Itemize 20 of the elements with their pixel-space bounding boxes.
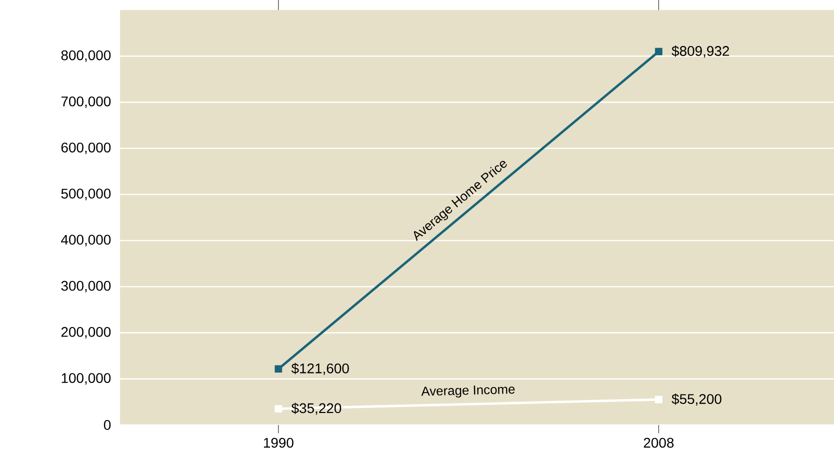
y-tick-label: 200,000 <box>61 327 111 339</box>
data-label: $809,932 <box>672 45 729 58</box>
point <box>274 405 282 412</box>
x-tick-label: 2008 <box>644 438 674 448</box>
y-tick-label: 100,000 <box>62 373 111 385</box>
point <box>654 48 662 56</box>
y-tick-label: 500,000 <box>61 188 111 200</box>
y-tick-label: 600,000 <box>61 142 111 154</box>
point <box>274 365 282 373</box>
point <box>654 396 662 404</box>
data-label: $35,220 <box>291 402 342 415</box>
y-tick-label: 0 <box>104 420 111 430</box>
y-tick-label: 800,000 <box>61 50 111 62</box>
data-label: $55,200 <box>672 393 722 406</box>
y-tick-label: 700,000 <box>61 96 111 108</box>
x-tick-label: 1990 <box>264 438 294 448</box>
y-tick-label: 300,000 <box>61 280 111 292</box>
series-label: Average Income <box>421 386 515 398</box>
data-label: $121,600 <box>291 362 349 375</box>
y-tick-label: 400,000 <box>61 234 111 246</box>
